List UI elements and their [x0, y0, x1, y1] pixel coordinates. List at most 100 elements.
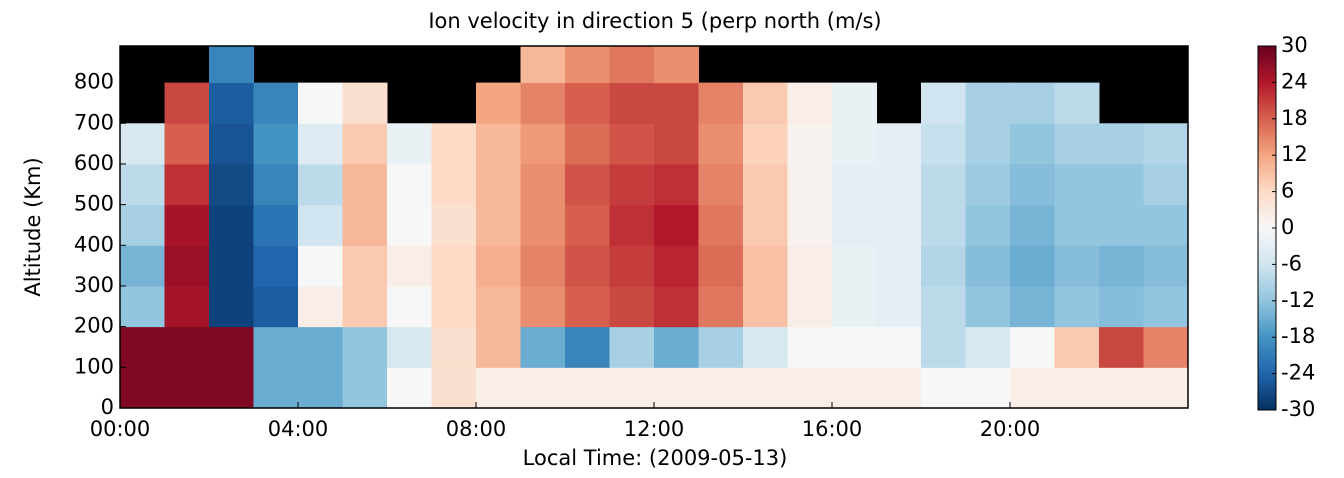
heatmap-cell — [698, 123, 744, 165]
heatmap-cell — [965, 245, 1011, 287]
heatmap-cell — [253, 285, 299, 328]
heatmap-cell — [743, 367, 788, 409]
heatmap-cell — [965, 123, 1011, 165]
heatmap-cell — [832, 367, 877, 409]
heatmap-cell — [565, 46, 610, 84]
heatmap-cell — [164, 82, 210, 124]
heatmap-cell — [209, 204, 254, 246]
heatmap-cell — [431, 326, 477, 368]
heatmap-cell — [654, 82, 699, 124]
heatmap-cell — [298, 245, 343, 287]
heatmap-cell — [787, 123, 833, 165]
heatmap-cell — [965, 163, 1011, 206]
heatmap-cell — [476, 82, 521, 124]
heatmap-cell — [965, 82, 1011, 124]
chart-title: Ion velocity in direction 5 (perp north … — [428, 9, 881, 33]
heatmap-cell — [654, 367, 699, 409]
heatmap-cell — [565, 245, 610, 287]
heatmap-cell — [520, 326, 566, 368]
heatmap-cell — [120, 285, 165, 328]
colorbar-tick-label: 30 — [1281, 33, 1308, 57]
heatmap-cell — [698, 204, 744, 246]
heatmap-cell — [1054, 204, 1100, 246]
y-tick-label: 800 — [74, 70, 114, 94]
heatmap-cell — [1099, 245, 1144, 287]
heatmap-cell — [1054, 326, 1100, 368]
heatmap-cell — [743, 163, 788, 206]
heatmap-cell — [431, 245, 477, 287]
heatmap-cell — [298, 123, 343, 165]
colorbar-tick-label: -6 — [1281, 251, 1302, 275]
heatmap-cell — [253, 245, 299, 287]
heatmap-cell — [120, 245, 165, 287]
heatmap-cell — [565, 163, 610, 206]
heatmap-cell — [431, 285, 477, 328]
heatmap-cell — [520, 46, 566, 84]
heatmap-cell — [342, 123, 388, 165]
heatmap-cell — [342, 285, 388, 328]
heatmap-cell — [565, 285, 610, 328]
heatmap-cell — [209, 326, 254, 368]
heatmap-cell — [609, 163, 655, 206]
heatmap-cell — [209, 82, 254, 124]
heatmap-cell — [965, 204, 1011, 246]
heatmap-cell — [654, 204, 699, 246]
x-tick-label: 12:00 — [624, 417, 685, 441]
colorbar-tick-label: 6 — [1281, 179, 1294, 203]
heatmap-cell — [342, 163, 388, 206]
heatmap-cell — [876, 204, 922, 246]
heatmap-cell — [698, 285, 744, 328]
heatmap-cell — [921, 245, 966, 287]
heatmap-cell — [1010, 82, 1055, 124]
y-tick-label: 100 — [74, 354, 114, 378]
heatmap-cell — [476, 245, 521, 287]
heatmap-cell — [387, 123, 432, 165]
heatmap-cell — [387, 163, 432, 206]
heatmap-cell — [387, 367, 432, 409]
heatmap-cell — [876, 285, 922, 328]
heatmap-cell — [654, 46, 699, 84]
colorbar-tick-label: -18 — [1281, 324, 1315, 348]
heatmap-cell — [921, 367, 966, 409]
heatmap-cell — [1143, 326, 1189, 368]
heatmap-cell — [431, 123, 477, 165]
heatmap-cell — [253, 123, 299, 165]
heatmap-cell — [298, 285, 343, 328]
heatmap-cell — [253, 367, 299, 409]
heatmap-cell — [609, 46, 655, 84]
heatmap-cell — [342, 326, 388, 368]
heatmap-cell — [253, 82, 299, 124]
heatmap-cell — [787, 163, 833, 206]
heatmap-cell — [298, 367, 343, 409]
heatmap-cell — [965, 285, 1011, 328]
heatmap-cell — [832, 123, 877, 165]
heatmap-cell — [1099, 204, 1144, 246]
heatmap-cell — [342, 82, 388, 124]
heatmap-cell — [431, 204, 477, 246]
heatmap-cell — [921, 163, 966, 206]
heatmap-cell — [787, 82, 833, 124]
heatmap-cell — [1010, 163, 1055, 206]
y-tick-label: 600 — [74, 151, 114, 175]
heatmap-cell — [1099, 367, 1144, 409]
heatmap-cell — [565, 123, 610, 165]
heatmap-cell — [520, 163, 566, 206]
heatmap-cell — [164, 245, 210, 287]
heatmap-cell — [921, 82, 966, 124]
heatmap-cell — [921, 285, 966, 328]
heatmap-cell — [609, 82, 655, 124]
heatmap-cell — [1010, 245, 1055, 287]
heatmap-cell — [698, 245, 744, 287]
heatmap-cell — [921, 123, 966, 165]
heatmap-cell — [1054, 82, 1100, 124]
heatmap-cell — [387, 245, 432, 287]
heatmap-cell — [1054, 285, 1100, 328]
heatmap-cell — [832, 204, 877, 246]
x-axis-label: Local Time: (2009-05-13) — [523, 446, 788, 470]
heatmap-cell — [1010, 123, 1055, 165]
heatmap-cell — [698, 163, 744, 206]
heatmap-cell — [565, 367, 610, 409]
heatmap-cell — [164, 367, 210, 409]
y-tick-label: 500 — [74, 192, 114, 216]
